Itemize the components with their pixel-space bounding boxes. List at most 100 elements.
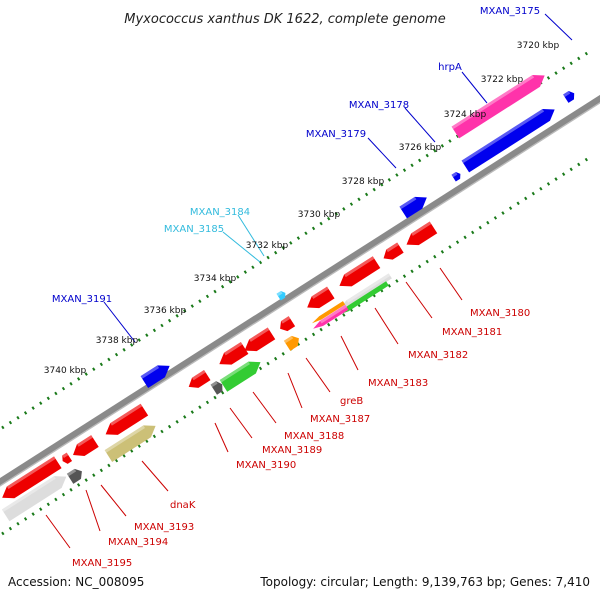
gene-MXAN_3180-highlight [411,221,432,236]
gene-label[interactable]: MXAN_3187 [310,414,370,425]
gene-MXAN_3183-highlight [281,316,291,324]
gene-dnaK-highlight [104,425,146,453]
gene-label[interactable]: dnaK [170,500,196,511]
tick-label: 3724 kbp [444,110,487,120]
gene-MXAN_3190 [210,381,223,395]
tick-label: 3720 kbp [517,41,560,51]
gene-labels: MXAN_3175 hrpA MXAN_3178 MXAN_3179 MXAN_3184… [52,6,540,569]
gene-dnaK [104,425,156,462]
gene-label[interactable]: MXAN_3181 [442,327,502,338]
gene-MXAN_3184-highlight [276,290,283,297]
leader-line [404,107,436,143]
gene-MXAN_3185-r-highlight [249,327,270,342]
tick-labels: 3720 kbp 3722 kbp 3724 kbp 3726 kbp 3728 kbp… [44,41,560,376]
gene-label[interactable]: MXAN_3191 [52,294,112,305]
gene-label[interactable]: MXAN_3189 [262,445,322,456]
leader-line [141,460,169,492]
leader-line [85,489,101,532]
gene-MXAN_3182-shape [307,286,335,309]
gene-MXAN_3185-r-shape [244,327,276,352]
leader-line [214,422,229,453]
gene-MXAN_3181 [339,256,381,287]
gene-MXAN_3188 [219,361,261,392]
gene-MXAN_3178-shape [461,108,555,173]
gene-MXAN_3194-highlight [76,435,93,447]
tick-label: 3738 kbp [96,336,139,346]
leader-line [103,301,136,343]
gene-label[interactable]: MXAN_3195 [72,558,132,569]
gene-MXAN_3189-shape [188,370,211,388]
leader-line [340,335,359,371]
gene-MXAN_3183-pink [313,304,349,329]
gene-MXAN_3183-inner-highlight [346,273,391,303]
gene-dnaK-shape [104,425,156,462]
gene-MXAN_3175-highlight [563,90,571,98]
gene-label[interactable]: hrpA [438,62,462,73]
gene-MXAN_3180-b-shape [383,242,404,260]
genome-backbone [0,94,600,486]
gene-MXAN_3191-shape [140,365,170,388]
gene-label[interactable]: MXAN_3175 [480,6,540,17]
gene-MXAN_3180-shape [406,221,438,246]
gene-MXAN_3195-gray [1,476,67,522]
gene-label[interactable]: MXAN_3184 [190,207,250,218]
gene-MXAN_3179-highlight [451,171,458,178]
gene-MXAN_3181-shape [339,256,381,287]
gene-MXAN_3183-inner [339,273,392,309]
leader-line [229,407,253,439]
gene-MXAN_3184 [276,290,286,301]
gene-hrpA-shape [451,74,545,139]
gene-label[interactable]: MXAN_3194 [108,537,168,548]
gene-MXAN_3195-shape [2,456,62,499]
gene-MXAN_3179 [451,171,461,182]
leader-line [367,137,397,169]
scale-ticks [0,48,600,536]
gene-greB-shape [283,335,299,351]
tick-label: 3734 kbp [194,274,237,284]
gene-label[interactable]: MXAN_3190 [236,460,296,471]
gene-MXAN_3183-orange [311,301,346,324]
backbone-shadow [0,101,600,487]
gene-label[interactable]: MXAN_3180 [470,308,530,319]
gene-MXAN_3193-dark-highlight [66,468,77,477]
gene-label[interactable]: MXAN_3183 [368,378,428,389]
map-title: Myxococcus xanthus DK 1622, complete gen… [124,12,445,27]
leader-line [544,13,573,41]
gene-label[interactable]: MXAN_3182 [408,350,468,361]
gene-MXAN_3187-shape [219,342,249,365]
gene-MXAN_3194 [73,435,99,456]
gene-label[interactable]: MXAN_3178 [349,100,409,111]
gene-MXAN_3179-b [399,196,427,219]
leader-line [100,484,127,517]
gene-label[interactable]: greB [340,396,363,407]
gene-MXAN_3179-b-highlight [399,196,417,210]
gene-MXAN_3183-orange-shape [311,301,346,324]
gene-MXAN_3190-highlight [210,381,218,388]
gene-label[interactable]: MXAN_3179 [306,129,366,140]
leader-line [237,214,265,257]
leader-line [252,391,277,424]
tick-label: 3728 kbp [342,177,385,187]
gene-MXAN_3194-b-highlight [62,452,69,458]
gene-MXAN_3182-highlight [311,286,329,299]
tick-label: 3736 kbp [144,306,187,316]
gene-label[interactable]: MXAN_3193 [134,522,194,533]
gene-MXAN_3183-inner-shape [339,273,392,309]
gene-MXAN_3188-highlight [219,361,250,383]
gene-hrpA-highlight [451,74,535,130]
gene-MXAN_3178 [461,108,555,173]
gene-MXAN_3180-b-highlight [386,242,399,253]
gene-label[interactable]: MXAN_3188 [284,431,344,442]
gene-MXAN_3181-highlight [344,256,375,278]
gene-MXAN_3193-dark [66,468,82,484]
gene-features [1,74,575,522]
leader-line [287,372,303,409]
gene-label[interactable]: MXAN_3185 [164,224,224,235]
gene-MXAN_3183 [280,316,296,332]
gene-MXAN_3185-r [244,327,276,352]
gene-MXAN_3189 [188,370,211,388]
gene-MXAN_3194-b [62,452,73,464]
leader-line [461,71,488,104]
tick-label: 3726 kbp [399,143,442,153]
gene-MXAN_3195-gray-shape [1,476,67,522]
